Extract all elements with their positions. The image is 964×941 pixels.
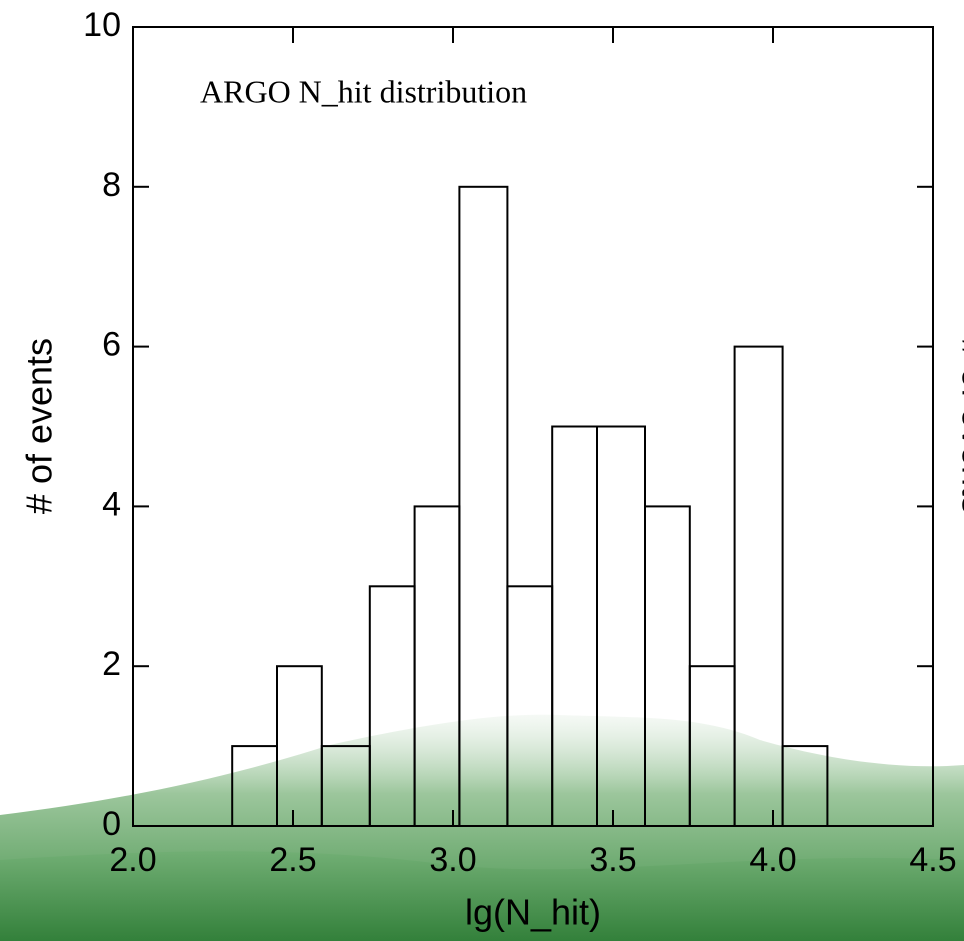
chart-title: ARGO N_hit distribution	[200, 73, 527, 109]
y-axis-label: # of events	[19, 338, 60, 514]
y-tick-label: 4	[102, 485, 121, 523]
y-tick-label: 0	[102, 805, 121, 843]
x-axis-label: lg(N_hit)	[465, 892, 601, 933]
x-tick-label: 3.5	[589, 841, 636, 879]
x-tick-label: 2.0	[109, 841, 156, 879]
neighbor-y-axis-label: # of events	[954, 338, 964, 514]
x-tick-label: 3.0	[429, 841, 476, 879]
y-tick-label: 6	[102, 326, 121, 364]
y-tick-label: 10	[83, 6, 121, 44]
plot-frame	[132, 26, 934, 827]
background-hills	[0, 714, 964, 941]
y-tick-label: 8	[102, 166, 121, 204]
x-tick-label: 4.0	[749, 841, 796, 879]
y-tick-label: 2	[102, 645, 121, 683]
x-tick-label: 4.5	[909, 841, 956, 879]
x-tick-label: 2.5	[269, 841, 316, 879]
